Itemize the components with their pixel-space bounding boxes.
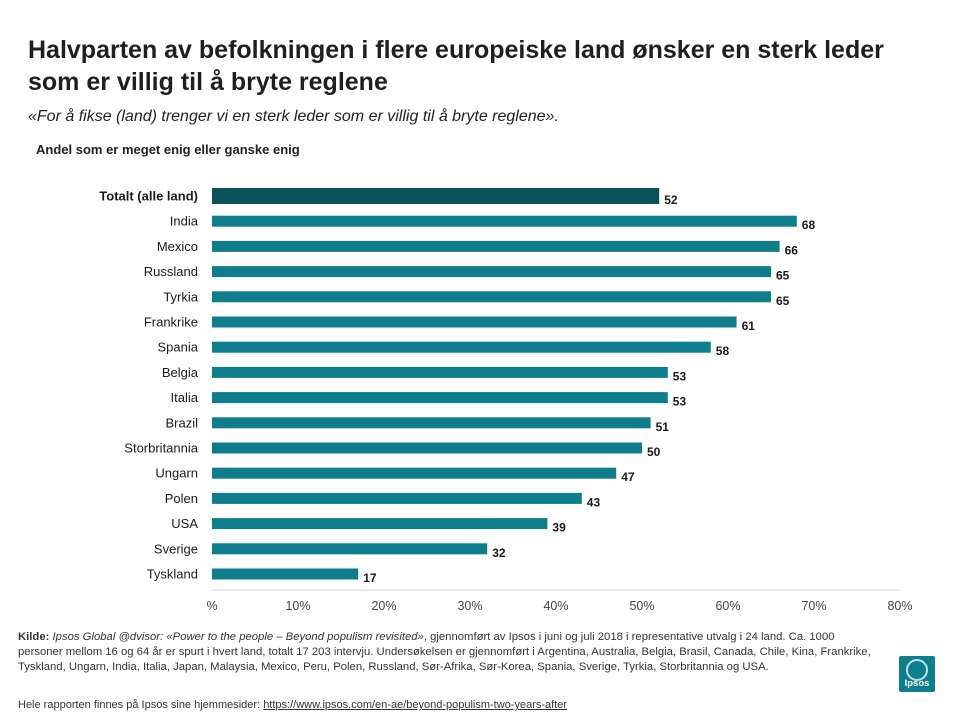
- bar-chart: Totalt (alle land) 52 India 68 Mexico 66 Russl…: [99, 188, 913, 613]
- category-label: Belgia: [162, 365, 199, 380]
- x-tick-label: 20%: [371, 599, 396, 613]
- category-label: Tyrkia: [163, 289, 198, 304]
- category-label: USA: [171, 516, 198, 531]
- value-label: 61: [742, 319, 756, 333]
- report-link[interactable]: https://www.ipsos.com/en-ae/beyond-popul…: [263, 699, 568, 711]
- category-label: Spania: [158, 340, 199, 355]
- bar: [212, 543, 488, 555]
- page-title: Halvparten av befolkningen i flere europ…: [28, 36, 884, 96]
- x-tick-label: 50%: [629, 599, 654, 613]
- bar: [212, 492, 582, 504]
- value-label: 32: [492, 546, 506, 560]
- x-tick-label: %: [206, 599, 217, 613]
- source-note: Kilde: Ipsos Global @dvisor: «Power to t…: [18, 630, 878, 675]
- bar: [212, 188, 660, 204]
- category-label: Mexico: [157, 239, 198, 254]
- category-label: Italia: [171, 390, 199, 405]
- value-label: 58: [716, 344, 730, 358]
- logo-text: Ipsos: [904, 678, 930, 689]
- category-label: Totalt (alle land): [99, 189, 198, 204]
- value-label: 65: [776, 269, 790, 283]
- x-tick-label: 10%: [285, 599, 310, 613]
- x-tick-label: 60%: [715, 599, 740, 613]
- bar: [212, 417, 651, 429]
- x-tick-label: 30%: [457, 599, 482, 613]
- bar: [212, 518, 548, 530]
- bar: [212, 316, 737, 328]
- bar: [212, 240, 780, 252]
- category-label: Storbritannia: [124, 441, 198, 456]
- value-label: 17: [363, 571, 377, 585]
- logo-circle-icon: [906, 659, 928, 681]
- bar: [212, 392, 668, 404]
- bar: [212, 266, 771, 278]
- chart-subtitle: «For å fikse (land) trenger vi en sterk …: [28, 108, 559, 125]
- value-label: 53: [673, 369, 687, 383]
- value-label: 43: [587, 495, 601, 509]
- category-label: Russland: [144, 264, 198, 279]
- bar: [212, 215, 797, 227]
- category-label: Frankrike: [144, 315, 198, 330]
- value-label: 52: [664, 193, 678, 207]
- bar: [212, 366, 668, 378]
- source-label: Kilde:: [18, 631, 50, 643]
- value-label: 65: [776, 294, 790, 308]
- bar: [212, 467, 617, 479]
- bar: [212, 442, 642, 454]
- ipsos-logo: Ipsos: [899, 656, 935, 692]
- x-tick-label: 70%: [801, 599, 826, 613]
- value-label: 66: [785, 243, 799, 257]
- measure-label: Andel som er meget enig eller ganske eni…: [36, 142, 300, 157]
- category-label: Tyskland: [147, 567, 198, 582]
- value-label: 53: [673, 395, 687, 409]
- bar: [212, 568, 359, 580]
- bar: [212, 291, 771, 303]
- value-label: 50: [647, 445, 661, 459]
- value-label: 39: [552, 521, 566, 535]
- category-label: Sverige: [154, 541, 198, 556]
- value-label: 68: [802, 218, 816, 232]
- source-title: Ipsos Global @dvisor: «Power to the peop…: [52, 631, 424, 643]
- report-line: Hele rapporten finnes på Ipsos sine hjem…: [18, 699, 567, 711]
- source-text: , gjennomført av Ipsos i juni og juli 20…: [18, 631, 871, 673]
- category-label: Brazil: [165, 415, 198, 430]
- category-label: India: [170, 214, 199, 229]
- value-label: 51: [656, 420, 670, 434]
- report-text: Hele rapporten finnes på Ipsos sine hjem…: [18, 699, 264, 711]
- x-tick-label: 40%: [543, 599, 568, 613]
- value-label: 47: [621, 470, 635, 484]
- x-tick-label: 80%: [887, 599, 912, 613]
- bar: [212, 341, 711, 353]
- category-label: Polen: [165, 491, 198, 506]
- category-label: Ungarn: [155, 466, 198, 481]
